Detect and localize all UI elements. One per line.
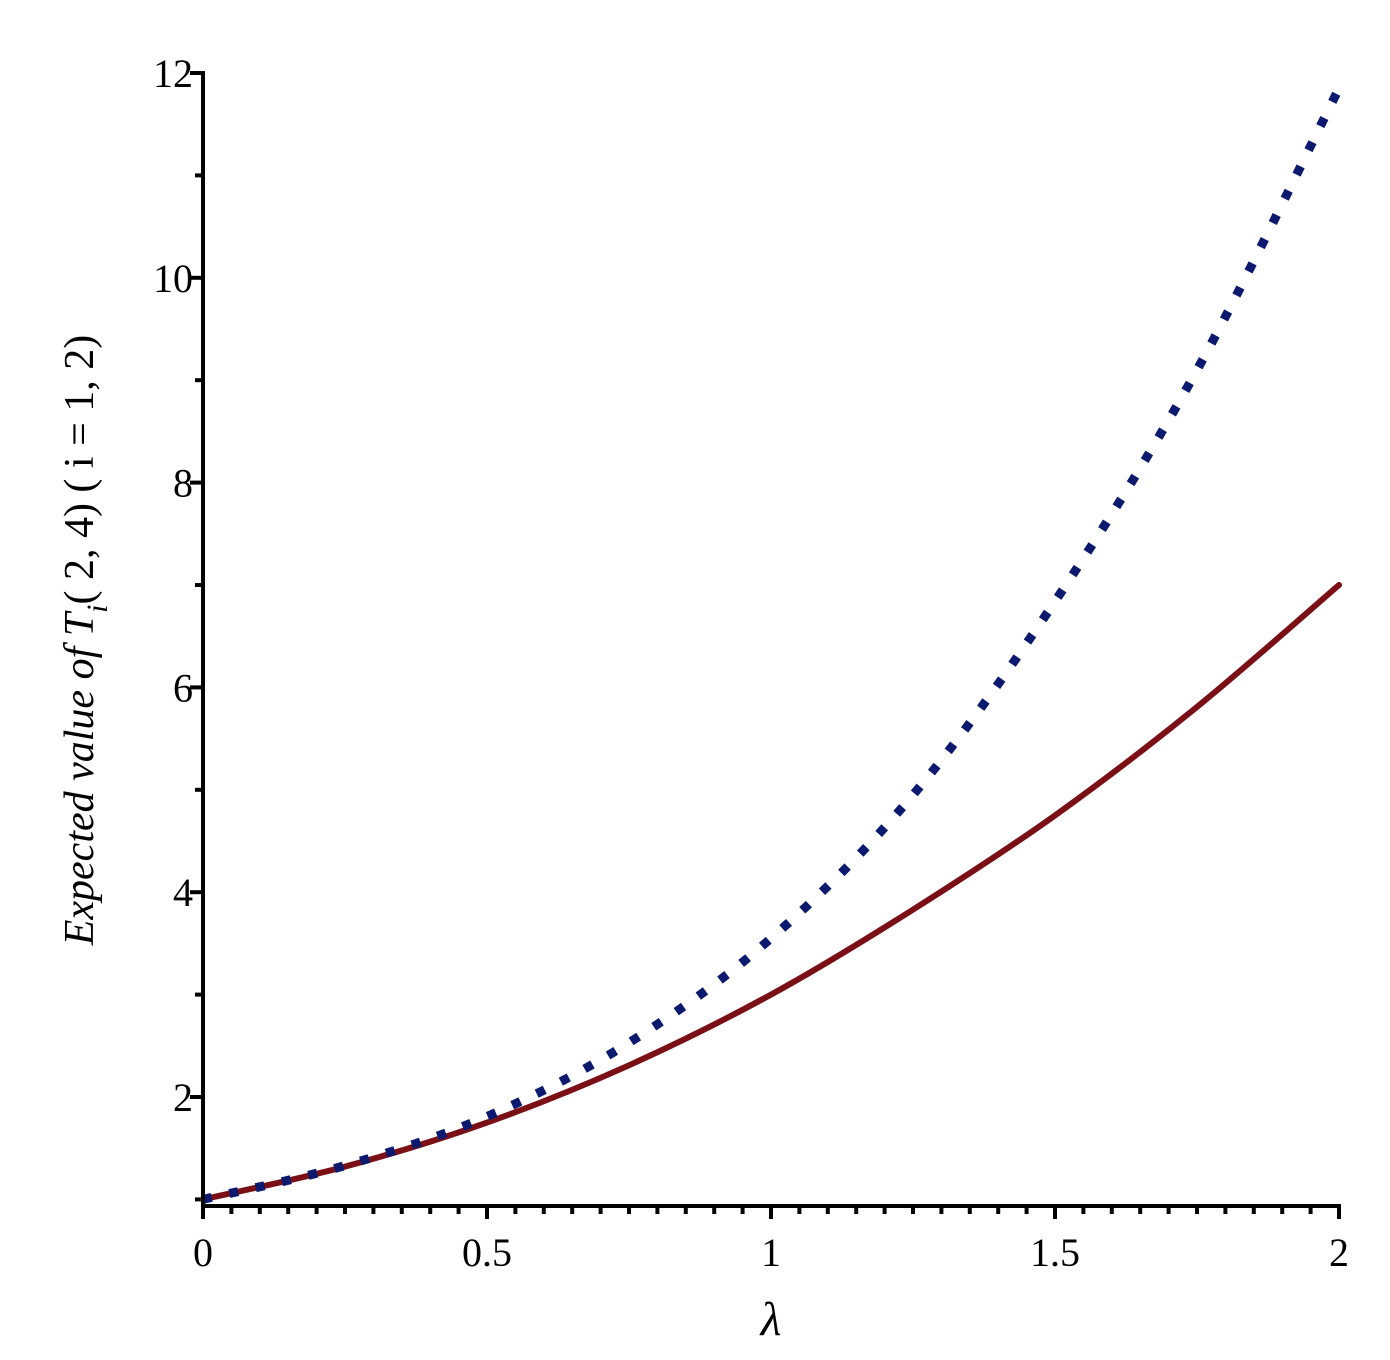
y-tick-label: 12 — [153, 51, 193, 96]
y-tick-label: 4 — [173, 870, 193, 915]
y-axis-label: Expected value of Ti( 2, 4) ( i = 1, 2) — [57, 335, 114, 947]
y-tick-label: 2 — [173, 1075, 193, 1120]
y-tick-label: 8 — [173, 461, 193, 506]
series-line-solid — [200, 582, 1342, 1203]
x-axis-tick-labels: 0 0.5 1 1.5 2 — [193, 1230, 1349, 1275]
x-tick-label: 2 — [1329, 1230, 1349, 1275]
y-axis-label-prefix: Expected value of T — [57, 610, 103, 946]
y-tick-label: 6 — [173, 665, 193, 710]
x-tick-label: 1.5 — [1030, 1230, 1080, 1275]
y-axis-tick-labels: 2 4 6 8 10 12 — [153, 51, 193, 1120]
x-axis-label: λ — [759, 1293, 782, 1346]
y-tick-label: 10 — [153, 256, 193, 301]
y-axis-label-suffix: ( 2, 4) ( i = 1, 2) — [57, 335, 103, 605]
series-layer — [200, 86, 1344, 1204]
y-axis-label-subscript: i — [81, 605, 114, 613]
x-tick-label: 0 — [193, 1230, 213, 1275]
x-tick-label: 1 — [761, 1230, 781, 1275]
x-tick-label: 0.5 — [462, 1230, 512, 1275]
series-line-dotted — [201, 86, 1344, 1204]
